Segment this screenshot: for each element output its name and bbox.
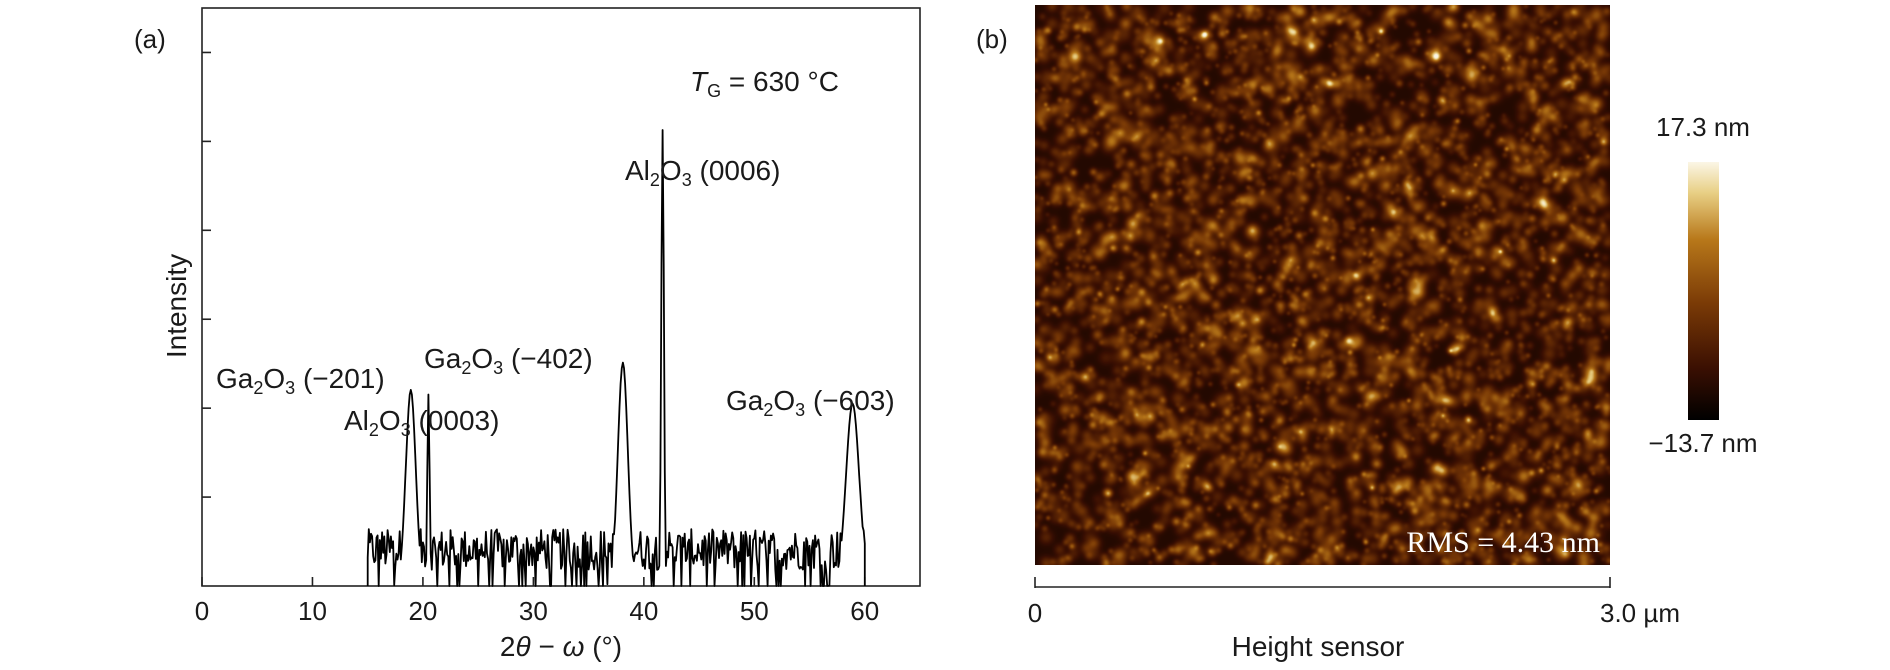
panel-a-label: (a) [134, 24, 166, 54]
afm-height-map [1035, 5, 1610, 565]
scale-start-label: 0 [1028, 598, 1042, 628]
peak-label: Ga2O3 (−402) [424, 343, 593, 378]
x-tick-label: 20 [408, 596, 437, 626]
panel-b-label: (b) [976, 24, 1008, 54]
peak-label: Al2O3 (0006) [625, 155, 780, 190]
x-tick-label: 50 [740, 596, 769, 626]
xrd-spectrum-line [366, 129, 866, 587]
y-axis-label: Intensity [161, 254, 192, 358]
x-tick-label: 60 [850, 596, 879, 626]
peak-label: Ga2O3 (−201) [216, 363, 385, 398]
peak-label: Al2O3 (0003) [344, 405, 499, 440]
growth-temperature-annotation: TG = 630 °C [690, 66, 839, 101]
x-tick-label: 40 [629, 596, 658, 626]
colorbar-max-label: 17.3 nm [1656, 112, 1750, 142]
scale-end-label: 3.0 µm [1600, 598, 1680, 628]
x-tick-label: 0 [195, 596, 209, 626]
x-axis-label: 2θ − ω (°) [500, 631, 622, 662]
peak-label: Ga2O3 (−603) [726, 385, 895, 420]
xrd-chart: 0 10 20 30 40 50 60 Ga2O3 (−201) Al2O3 (0003) Ga… [161, 7, 921, 662]
scale-bar [1034, 577, 1611, 588]
colorbar [1688, 162, 1719, 420]
x-tick-label: 10 [298, 596, 327, 626]
plot-frame [201, 7, 921, 587]
rms-label: RMS = 4.43 nm [1406, 526, 1600, 559]
afm-axis-label: Height sensor [1232, 631, 1405, 662]
x-tick-label: 30 [519, 596, 548, 626]
colorbar-min-label: −13.7 nm [1648, 428, 1757, 458]
